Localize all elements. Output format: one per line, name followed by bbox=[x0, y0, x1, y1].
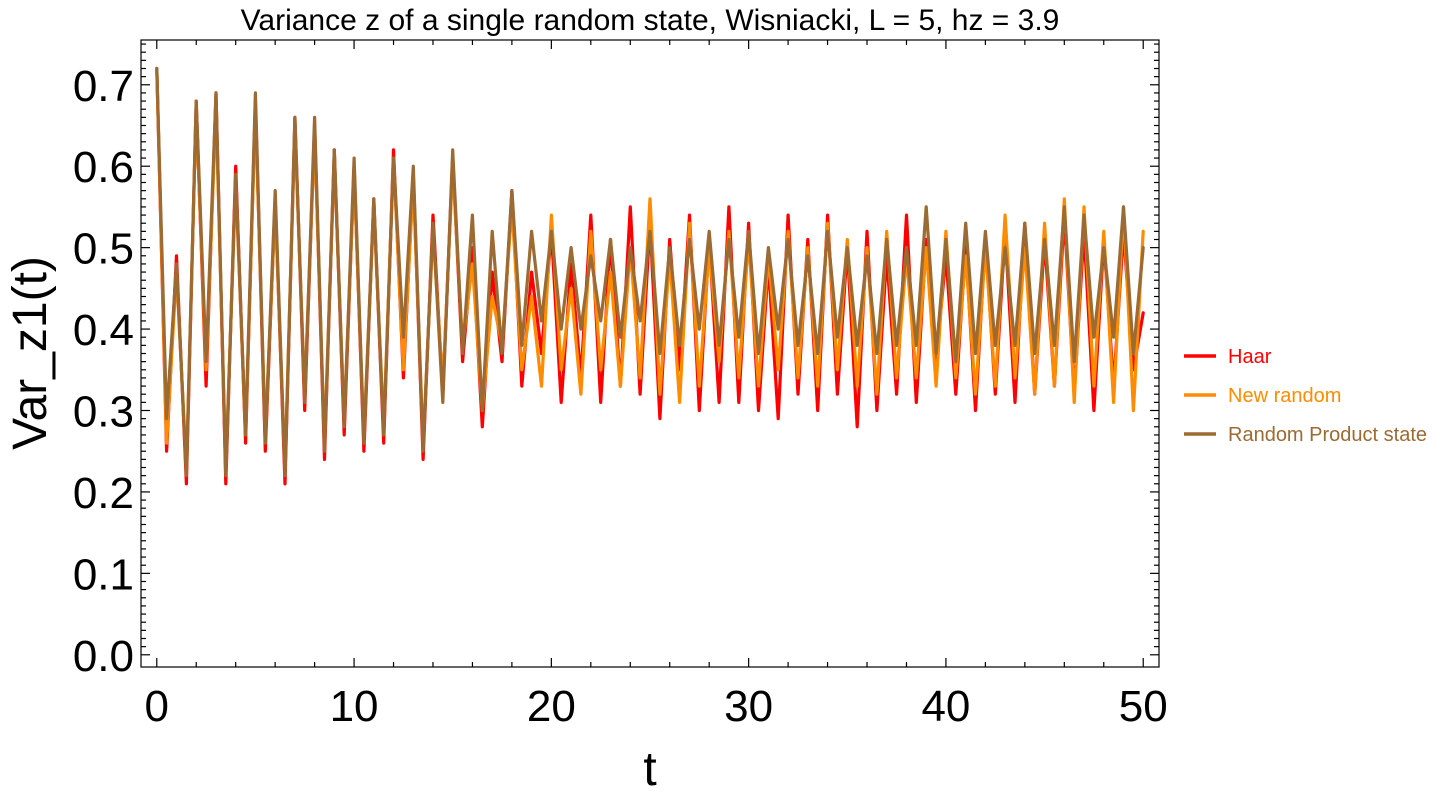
series-line-random-product-state bbox=[155, 66, 1145, 478]
y-tick-label: 0.0 bbox=[73, 632, 134, 681]
x-tick-label: 50 bbox=[1119, 682, 1168, 731]
legend-label-haar: Haar bbox=[1228, 346, 1272, 368]
x-axis-label: t bbox=[643, 743, 656, 796]
y-tick-label: 0.2 bbox=[73, 469, 134, 518]
x-axis: 0 10 20 30 40 50 bbox=[145, 40, 1168, 731]
y-tick-label: 0.3 bbox=[73, 388, 134, 437]
x-tick-label: 10 bbox=[330, 682, 379, 731]
y-tick-label: 0.4 bbox=[73, 306, 134, 355]
legend-label-new-random: New random bbox=[1228, 385, 1341, 407]
x-tick-label: 30 bbox=[724, 682, 773, 731]
series-line-haar bbox=[155, 66, 1145, 486]
y-tick-label: 0.6 bbox=[73, 143, 134, 192]
plot-lines bbox=[155, 66, 1145, 486]
legend-label-random-product-state: Random Product state bbox=[1228, 424, 1427, 446]
legend: Haar New random Random Product state bbox=[1184, 346, 1427, 446]
x-tick-label: 40 bbox=[921, 682, 970, 731]
y-tick-label: 0.1 bbox=[73, 550, 134, 599]
y-axis-label: Var_z1(t) bbox=[4, 256, 57, 450]
chart-title: Variance z of a single random state, Wis… bbox=[241, 4, 1060, 37]
y-axis: 0.0 0.1 0.2 0.3 0.4 0.5 0.6 0.7 bbox=[73, 43, 1159, 681]
x-tick-label: 0 bbox=[145, 682, 169, 731]
y-tick-label: 0.7 bbox=[73, 62, 134, 111]
y-tick-label: 0.5 bbox=[73, 225, 134, 274]
x-tick-label: 20 bbox=[527, 682, 576, 731]
